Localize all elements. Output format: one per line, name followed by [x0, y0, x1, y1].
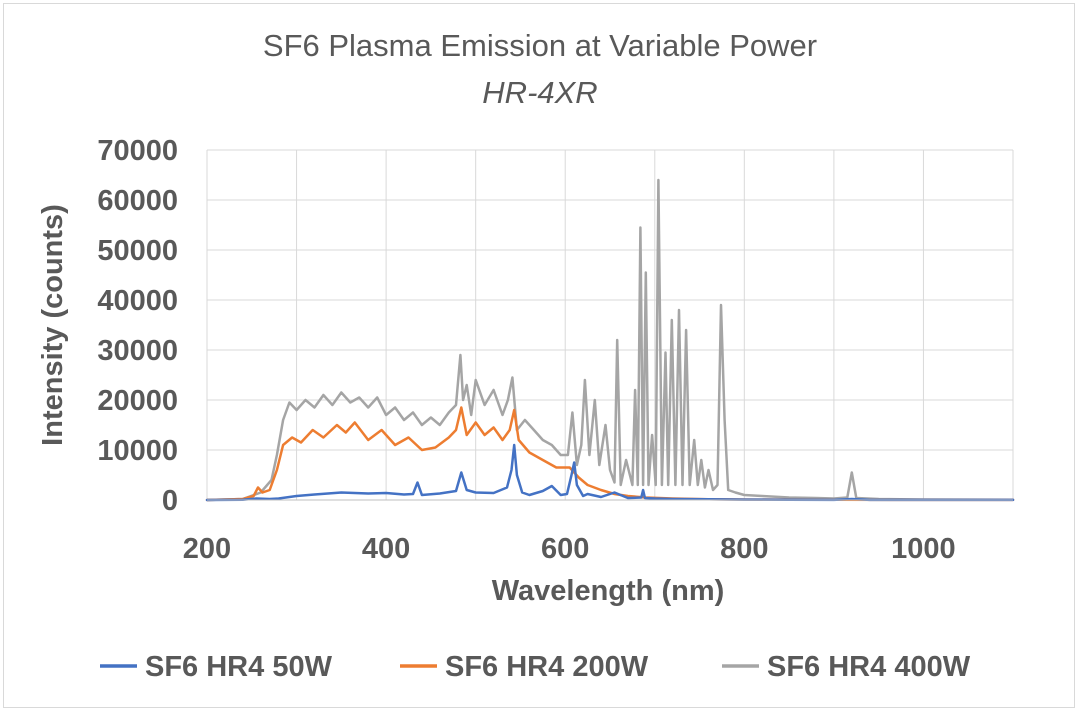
x-tick-label: 600 — [541, 533, 589, 565]
legend-label: SF6 HR4 400W — [767, 651, 971, 683]
y-axis-ticks: 0 10000 20000 30000 40000 50000 60000 70000 — [97, 135, 178, 517]
y-tick-label: 70000 — [97, 135, 178, 167]
series-lines — [205, 178, 1015, 502]
legend: SF6 HR4 50W SF6 HR4 200W SF6 HR4 400W — [100, 651, 971, 683]
y-tick-label: 0 — [162, 485, 178, 517]
series-line-2 — [205, 406, 1015, 502]
y-tick-label: 40000 — [97, 285, 178, 317]
y-tick-label: 30000 — [97, 335, 178, 367]
x-tick-label: 200 — [183, 533, 231, 565]
y-tick-label: 20000 — [97, 385, 178, 417]
x-tick-label: 800 — [720, 533, 768, 565]
x-tick-label: 1000 — [891, 533, 956, 565]
chart-title: SF6 Plasma Emission at Variable Power — [263, 28, 817, 63]
chart-subtitle: HR-4XR — [482, 75, 597, 110]
y-axis-title: Intensity (counts) — [37, 204, 69, 446]
x-axis-ticks: 200 400 600 800 1000 — [183, 533, 956, 565]
x-axis-title: Wavelength (nm) — [492, 575, 725, 607]
y-tick-label: 60000 — [97, 185, 178, 217]
chart-frame — [3, 3, 1075, 708]
y-tick-label: 50000 — [97, 235, 178, 267]
gridlines — [206, 149, 1014, 500]
legend-label: SF6 HR4 50W — [145, 651, 333, 683]
x-tick-label: 400 — [362, 533, 410, 565]
series-line-1 — [205, 443, 1015, 502]
series-line-3 — [205, 178, 1015, 502]
y-tick-label: 10000 — [97, 435, 178, 467]
legend-label: SF6 HR4 200W — [445, 651, 649, 683]
